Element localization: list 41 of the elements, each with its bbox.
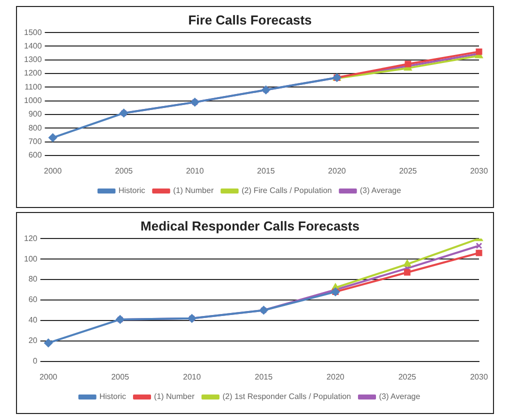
- y-tick-label: 600: [28, 150, 42, 160]
- legend-label: (1) Number: [173, 186, 214, 196]
- x-tick-label: 2000: [44, 166, 62, 176]
- y-tick-label: 1400: [24, 41, 42, 50]
- x-tick-label: 2025: [399, 166, 418, 176]
- chart-title: Medical Responder Calls Forecasts: [140, 218, 360, 234]
- y-tick-label: 700: [28, 136, 42, 146]
- legend-label: (2) Fire Calls / Population: [242, 186, 332, 196]
- y-tick-label: 40: [28, 316, 38, 325]
- y-tick-label: 1000: [24, 96, 42, 106]
- chart-title: Fire Calls Forecasts: [188, 12, 312, 28]
- x-tick-label: 2020: [326, 372, 345, 382]
- legend-label: (1) Number: [154, 392, 195, 402]
- legend-label: Historic: [118, 186, 146, 196]
- x-tick-label: 2025: [398, 372, 417, 382]
- legend-label: (3) Average: [378, 392, 421, 402]
- x-tick-label: 2015: [257, 166, 276, 176]
- x-tick-label: 2005: [111, 372, 130, 382]
- legend-label: Historic: [99, 392, 126, 402]
- y-tick-label: 20: [28, 336, 38, 346]
- y-tick-label: 100: [24, 254, 38, 264]
- y-tick-label: 1100: [24, 82, 42, 92]
- y-tick-label: 800: [28, 123, 42, 132]
- y-tick-label: 1500: [24, 28, 42, 37]
- x-tick-label: 2000: [39, 372, 58, 382]
- y-tick-label: 1200: [24, 68, 42, 78]
- x-tick-label: 2030: [470, 372, 488, 382]
- y-tick-label: 0: [32, 356, 38, 366]
- y-tick-label: 900: [28, 110, 42, 119]
- y-tick-label: 1300: [24, 55, 42, 64]
- y-tick-label: 60: [28, 295, 38, 304]
- y-tick-label: 80: [28, 274, 38, 284]
- x-tick-label: 2015: [254, 372, 274, 382]
- x-tick-label: 2030: [470, 166, 488, 176]
- x-tick-label: 2020: [328, 166, 346, 176]
- legend-label: (2) 1st Responder Calls / Population: [222, 392, 351, 402]
- y-tick-label: 120: [24, 234, 38, 243]
- x-tick-label: 2010: [186, 166, 204, 176]
- x-tick-label: 2005: [114, 166, 134, 176]
- x-tick-label: 2010: [183, 372, 202, 382]
- legend-label: (3) Average: [360, 186, 402, 196]
